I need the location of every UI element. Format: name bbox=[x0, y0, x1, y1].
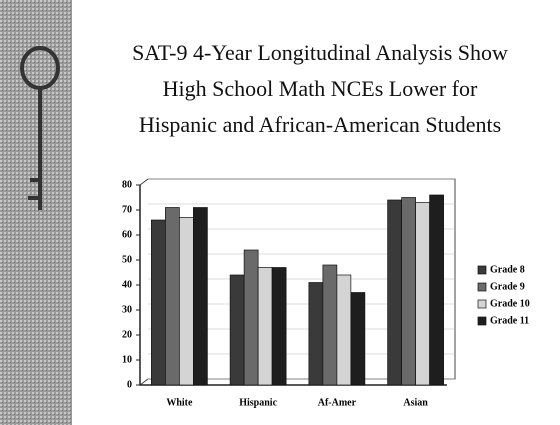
y-tick-label: 20 bbox=[122, 329, 132, 340]
y-tick-label: 10 bbox=[122, 354, 132, 365]
bar bbox=[308, 282, 324, 386]
x-tick-label: Asian bbox=[403, 397, 428, 408]
bar bbox=[165, 207, 180, 386]
legend-label: Grade 9 bbox=[490, 281, 525, 292]
x-tick-label: Hispanic bbox=[239, 397, 277, 408]
legend-swatch bbox=[477, 265, 487, 275]
bar bbox=[271, 267, 287, 386]
y-tick-label: 0 bbox=[127, 379, 132, 390]
y-tick-label: 50 bbox=[122, 254, 132, 265]
bar bbox=[429, 194, 444, 386]
side-strip bbox=[0, 0, 72, 425]
bar bbox=[322, 264, 338, 386]
bar bbox=[350, 292, 366, 386]
y-tick-label: 30 bbox=[122, 304, 132, 315]
y-tick-label: 60 bbox=[122, 229, 132, 240]
y-tick-label: 80 bbox=[122, 179, 132, 190]
x-tick-label: White bbox=[166, 397, 193, 408]
legend-swatch bbox=[477, 282, 487, 292]
bar bbox=[179, 217, 194, 386]
legend-swatch bbox=[477, 316, 487, 326]
bar bbox=[243, 249, 259, 386]
bar bbox=[193, 207, 208, 386]
title-line: Hispanic and African-American Students bbox=[139, 112, 501, 137]
legend-swatch bbox=[477, 299, 487, 309]
bar bbox=[151, 219, 166, 386]
y-tick-label: 40 bbox=[122, 279, 132, 290]
legend-label: Grade 10 bbox=[490, 298, 530, 309]
chart: 0 10 20 30 40 50 60 70 80 White Hispanic Af-Amer Asi… bbox=[122, 178, 530, 408]
bar bbox=[415, 202, 430, 386]
x-tick-label: Af-Amer bbox=[318, 397, 357, 408]
bar bbox=[401, 197, 416, 386]
bar bbox=[336, 274, 352, 386]
bar bbox=[229, 274, 245, 386]
y-tick-label: 70 bbox=[122, 204, 132, 215]
bar bbox=[387, 199, 402, 386]
title-line: High School Math NCEs Lower for bbox=[163, 76, 478, 101]
bar bbox=[257, 267, 273, 386]
legend-label: Grade 8 bbox=[490, 264, 525, 275]
key-icon bbox=[20, 46, 60, 210]
legend-label: Grade 11 bbox=[490, 315, 529, 326]
title-line: SAT-9 4-Year Longitudinal Analysis Show bbox=[132, 40, 508, 65]
